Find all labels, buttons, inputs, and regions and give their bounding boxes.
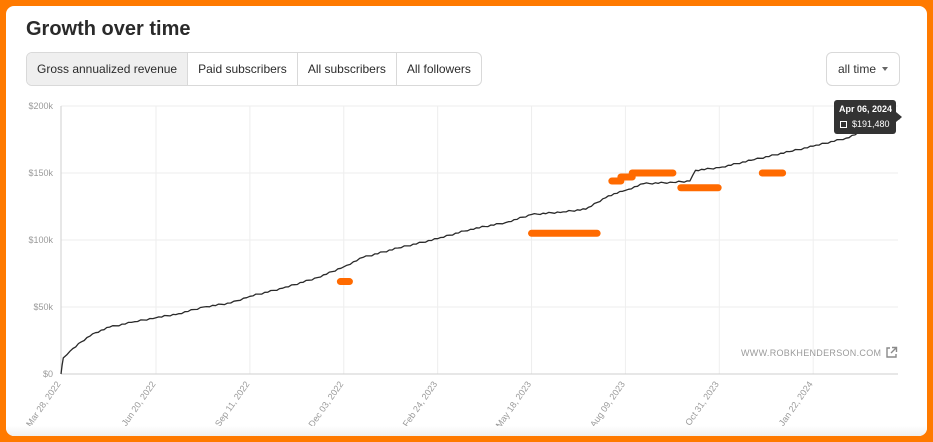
tab-gross-annualized-revenue[interactable]: Gross annualized revenue (27, 53, 189, 85)
hover-tooltip: Apr 06, 2024 $191,480 (834, 100, 896, 134)
x-tick-label: Sep 11, 2022 (213, 379, 252, 428)
revenue-series-line (60, 116, 899, 375)
watermark-text: WWW.ROBKHENDERSON.COM (741, 347, 882, 358)
revenue-line-chart: $0 $50k $100k $150k $200k Mar 28, 2022 Jun 20,… (24, 101, 901, 430)
metric-tabs: Gross annualized revenue Paid subscriber… (26, 52, 482, 86)
tab-all-followers[interactable]: All followers (406, 62, 471, 76)
tooltip-date: Apr 06, 2024 (839, 104, 893, 114)
y-tick-label: $100k (28, 235, 53, 245)
page-title: Growth over time (26, 18, 191, 40)
x-tick-label: May 18, 2023 (494, 379, 533, 429)
tooltip-value: $191,480 (852, 119, 890, 129)
external-link-icon[interactable] (885, 346, 898, 359)
x-tick-label: Feb 24, 2023 (401, 379, 440, 428)
time-range-select[interactable]: all time (826, 52, 900, 86)
chart-panel: Growth over time Gross annualized revenu… (6, 6, 927, 436)
series-swatch-icon (840, 121, 847, 128)
time-range-label: all time (837, 62, 876, 76)
x-tick-label: Dec 03, 2022 (307, 379, 346, 429)
watermark: WWW.ROBKHENDERSON.COM (741, 346, 898, 359)
x-tick-label: Jan 22, 2024 (777, 379, 815, 427)
y-tick-label: $200k (28, 101, 53, 111)
bottom-shadow (6, 426, 927, 436)
x-tick-label: Aug 09, 2023 (588, 379, 627, 429)
tooltip-pointer (896, 112, 902, 122)
x-tick-label: Mar 28, 2022 (24, 379, 63, 428)
tab-paid-subscribers[interactable]: Paid subscribers (188, 53, 298, 85)
caret-down-icon (882, 67, 888, 71)
y-tick-label: $150k (28, 168, 53, 178)
y-tick-label: $50k (33, 302, 53, 312)
x-tick-label: Jun 20, 2022 (120, 379, 158, 427)
y-tick-label: $0 (43, 369, 53, 379)
x-tick-label: Oct 31, 2023 (683, 379, 721, 427)
tab-all-subscribers[interactable]: All subscribers (298, 53, 397, 85)
